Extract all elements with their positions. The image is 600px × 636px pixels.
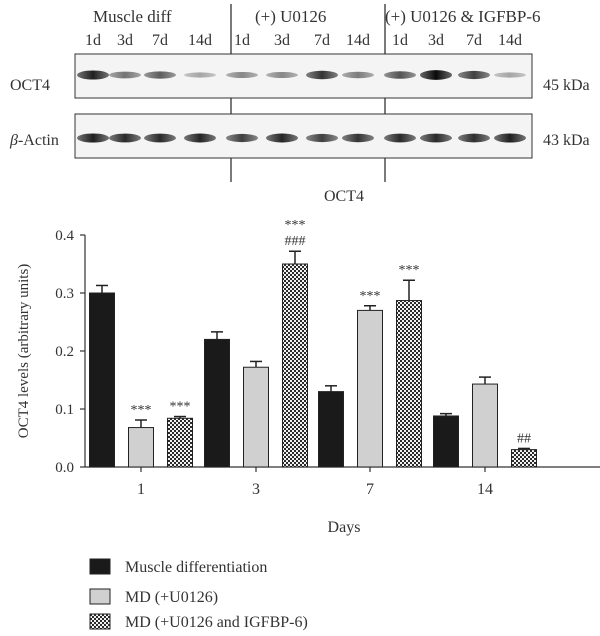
lane-label: 14d [188,32,212,49]
group-label-u0126: (+) U0126 [255,7,326,26]
bar [167,417,193,468]
significance-label: ## [517,431,531,446]
blot-band [306,133,338,143]
bar [511,449,537,468]
y-ticks: 0.0 0.1 0.2 0.3 0.4 [55,228,85,476]
bar [472,383,498,468]
x-axis-label: Days [328,519,361,536]
blot-row-label-beta-actin: β-Actin [9,132,59,149]
bar [282,263,308,468]
beta-symbol: β [9,132,18,149]
x-ticks: 1 3 7 14 [137,467,493,498]
blot-band [420,133,452,143]
lane-label: 3d [274,32,290,49]
blot-row-label-oct4: OCT4 [10,77,50,94]
legend-label-md-u0126: MD (+U0126) [125,589,218,606]
bars: ************###***## [89,218,537,468]
bar [318,391,344,468]
lane-label: 1d [85,32,101,49]
y-tick-label: 0.4 [55,228,74,244]
bar [89,292,115,468]
x-tick-label: 1 [137,481,145,498]
blot-band [342,133,374,143]
blot-band [342,71,374,79]
blot-size-oct4: 45 kDa [543,77,590,94]
significance-label: *** [131,403,152,418]
blot-band [420,70,452,80]
y-tick-label: 0.0 [55,460,74,476]
blot-band [109,133,141,143]
significance-label: *** [285,218,306,233]
significance-label: *** [170,400,191,415]
bar [128,427,154,468]
lane-label: 1d [392,32,408,49]
blot-band [384,71,416,79]
bar [243,366,269,468]
blot-band [144,71,176,79]
blot-band [384,133,416,143]
legend: Muscle differentiation MD (+U0126) MD (+… [89,558,308,631]
blot-band [184,72,216,78]
chart-title: OCT4 [324,188,364,205]
bands-beta-actin [77,133,526,143]
bands-oct4 [77,70,526,80]
blot-band [458,70,490,80]
lane-label: 7d [314,32,330,49]
blot-band [266,133,298,143]
group-label-muscle-diff: Muscle diff [93,7,172,26]
y-tick-label: 0.2 [55,344,74,360]
x-tick-label: 14 [477,481,493,498]
bar-chart: OCT4 OCT4 levels (arbitrary units) Days … [16,188,600,536]
lane-label: 14d [498,32,522,49]
y-tick-label: 0.1 [55,402,74,418]
blot-size-beta-actin: 43 kDa [543,132,590,149]
significance-label: *** [360,289,381,304]
y-tick-label: 0.3 [55,286,74,302]
blot-band [226,71,258,79]
blot-band [306,70,338,80]
blot-band [494,72,526,78]
legend-label-muscle-differentiation: Muscle differentiation [125,559,267,576]
lane-label: 1d [234,32,250,49]
x-tick-label: 7 [366,481,374,498]
lane-label: 7d [152,32,168,49]
x-tick-label: 3 [252,481,260,498]
group-label-u0126-igfbp6: (+) U0126 & IGFBP-6 [385,7,541,26]
lane-label: 3d [117,32,133,49]
legend-swatch-muscle-differentiation [89,558,111,575]
blot-band [494,133,526,143]
significance-label: ### [285,234,306,249]
bar [204,338,230,468]
blot-band [226,133,258,143]
bar [433,415,459,468]
legend-label-md-u0126-igfbp6: MD (+U0126 and IGFBP-6) [125,614,308,631]
bar [357,309,383,468]
lane-label: 7d [466,32,482,49]
blot-band [77,133,109,143]
blot-band [266,71,298,79]
bar [396,300,422,468]
blot-band [458,133,490,143]
blot-band [184,133,216,143]
blot-band [77,70,109,80]
lane-labels: 1d 3d 7d 14d 1d 3d 7d 14d 1d 3d 7d 14d [85,32,522,49]
lane-label: 3d [428,32,444,49]
lane-label: 14d [346,32,370,49]
blot-band [144,133,176,143]
significance-label: *** [399,263,420,278]
legend-swatch-md-u0126-igfbp6 [89,613,111,630]
western-blot: Muscle diff (+) U0126 (+) U0126 & IGFBP-… [9,4,590,182]
blot-band [109,71,141,79]
y-axis-label: OCT4 levels (arbitrary units) [16,264,32,439]
actin-text: -Actin [18,132,59,149]
legend-swatch-md-u0126 [89,588,111,605]
